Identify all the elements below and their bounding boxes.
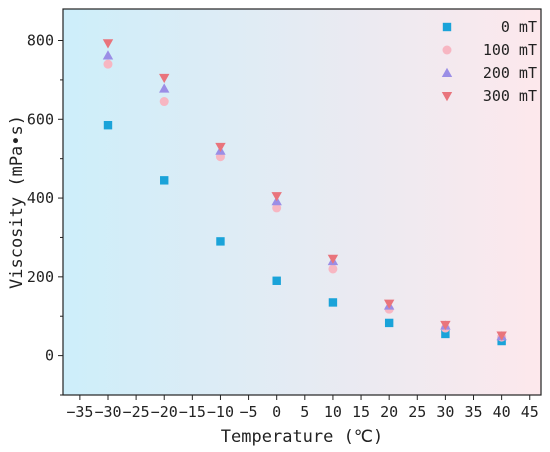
x-tick-label: 30 — [436, 403, 454, 421]
data-point-300mt — [215, 142, 226, 153]
legend-item-200mt: 200 mT — [441, 64, 537, 82]
x-tick-label: 15 — [352, 403, 370, 421]
x-tick-label: 25 — [408, 403, 426, 421]
legend: 0 mT 100 mT 200 mT 300 mT — [441, 18, 537, 105]
y-tick-label: 200 — [27, 268, 54, 286]
data-point-300mt — [496, 331, 507, 341]
data-point-0mt — [384, 318, 394, 328]
data-point-0mt — [441, 329, 450, 339]
x-tick-label: −15 — [179, 403, 206, 421]
data-point-100mt — [159, 97, 169, 107]
x-tick-label: 40 — [493, 403, 511, 421]
y-tick-label: 800 — [27, 32, 54, 50]
x-tick-label: −20 — [151, 403, 178, 421]
x-tick-label: 45 — [521, 403, 539, 421]
series-300mt — [102, 39, 507, 341]
x-tick-label: 35 — [464, 403, 482, 421]
legend-item-300mt: 300 mT — [441, 87, 537, 105]
x-tick-label: −30 — [94, 403, 121, 421]
data-point-0mt — [160, 176, 169, 185]
data-point-300mt — [327, 254, 339, 264]
x-tick-label: 20 — [380, 403, 398, 421]
data-point-300mt — [102, 39, 114, 49]
legend-item-0mt: 0 mT — [442, 18, 537, 36]
data-point-200mt — [159, 83, 170, 93]
legend-marker-200mt — [441, 67, 453, 77]
x-tick-label: −5 — [240, 403, 258, 421]
y-tick-label: 400 — [27, 189, 54, 207]
x-tick-label: 10 — [324, 403, 342, 421]
plot-background — [63, 9, 541, 395]
y-tick-label: 600 — [27, 110, 54, 128]
data-point-300mt — [159, 73, 170, 84]
legend-label-200mt: 200 mT — [483, 64, 537, 82]
data-point-200mt — [102, 50, 114, 60]
y-tick-label: 0 — [45, 347, 54, 365]
y-axis-title: Viscosity (mPa•s) — [7, 115, 27, 289]
data-point-0mt — [216, 237, 225, 246]
legend-label-300mt: 300 mT — [483, 87, 537, 105]
plot-frame — [62, 8, 542, 396]
data-point-300mt — [440, 320, 451, 331]
x-tick-label: 0 — [272, 403, 281, 421]
legend-marker-300mt — [441, 92, 453, 102]
data-point-100mt — [272, 203, 282, 213]
legend-marker-100mt — [442, 45, 452, 55]
data-point-300mt — [383, 299, 395, 309]
legend-label-0mt: 0 mT — [501, 18, 537, 36]
x-tick-label: −35 — [66, 403, 93, 421]
data-point-0mt — [103, 120, 113, 130]
legend-label-100mt: 100 mT — [483, 41, 537, 59]
data-point-300mt — [271, 192, 282, 202]
data-point-100mt — [103, 59, 113, 69]
x-tick-label: 5 — [300, 403, 309, 421]
data-point-0mt — [272, 276, 281, 285]
x-tick-label: −10 — [207, 403, 234, 421]
data-point-100mt — [328, 264, 338, 274]
legend-item-100mt: 100 mT — [442, 41, 537, 59]
data-point-0mt — [328, 298, 338, 307]
x-tick-label: −25 — [123, 403, 150, 421]
x-axis-title: Temperature (℃) — [221, 427, 383, 447]
legend-marker-0mt — [442, 22, 452, 32]
